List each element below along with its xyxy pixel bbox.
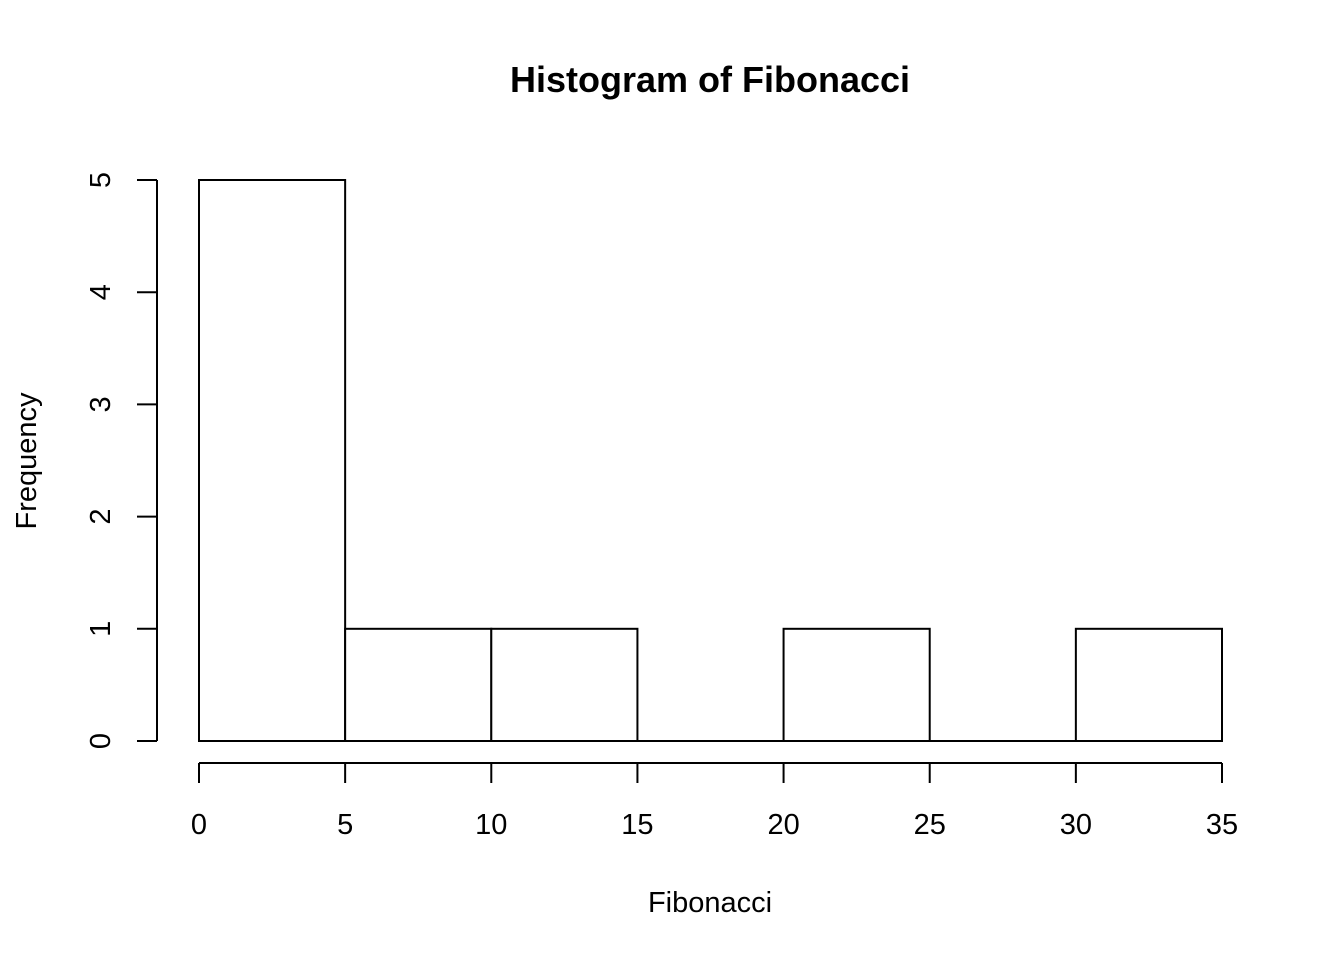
y-tick-label: 0 — [85, 733, 117, 749]
histogram-bar — [490, 627, 639, 742]
y-axis: 0 1 2 3 4 5 — [85, 172, 158, 749]
bars-group — [198, 179, 1224, 742]
histogram-bar — [782, 627, 931, 742]
y-tick-label: 2 — [85, 509, 117, 525]
x-tick-label: 20 — [767, 809, 799, 841]
x-tick-label: 0 — [191, 809, 207, 841]
x-axis-label: Fibonacci — [648, 887, 772, 919]
y-tick-label: 4 — [85, 284, 117, 300]
x-tick-label: 5 — [337, 809, 353, 841]
y-tick-label: 1 — [85, 621, 117, 637]
x-tick-label: 35 — [1206, 809, 1238, 841]
y-tick-label: 3 — [85, 396, 117, 412]
histogram-bar — [344, 627, 493, 742]
x-tick-label: 25 — [914, 809, 946, 841]
x-tick-label: 10 — [475, 809, 507, 841]
chart-title: Histogram of Fibonacci — [510, 59, 910, 100]
x-tick-label: 15 — [621, 809, 653, 841]
y-axis-label: Frequency — [11, 392, 43, 530]
y-tick-label: 5 — [85, 172, 117, 188]
histogram-bar — [198, 179, 347, 742]
x-tick-label: 30 — [1060, 809, 1092, 841]
histogram-bar — [1074, 627, 1224, 742]
x-axis: 0 5 10 15 20 25 30 35 — [191, 762, 1238, 841]
